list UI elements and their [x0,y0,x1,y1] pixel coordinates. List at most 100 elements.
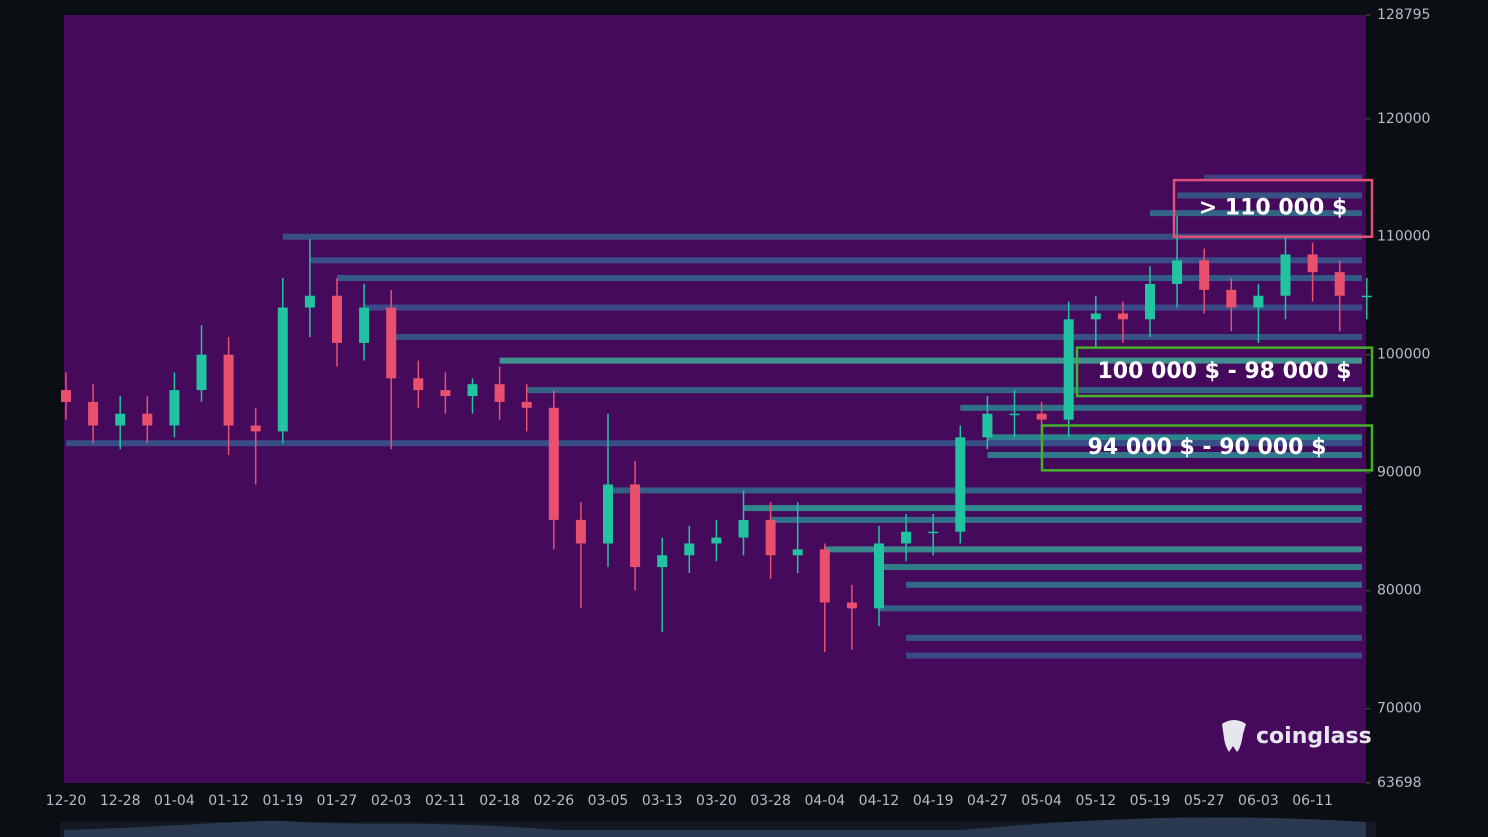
candle-body [819,549,830,603]
annotation-box [1040,424,1374,472]
candle-body [386,307,397,379]
candle-body [277,307,288,432]
liquidation-level [66,440,1362,447]
liquidation-level [770,516,1362,523]
liquidation-level [608,487,1362,494]
liquidation-level [337,275,1362,282]
liquidation-level [309,257,1362,264]
candle-body [494,384,505,402]
x-tick-label: 03-13 [642,793,683,809]
liquidation-level [1204,174,1362,181]
x-tick-label: 02-11 [425,793,466,809]
x-tick-label: 03-05 [588,793,629,809]
candle-body [1036,413,1047,420]
candle-body [1063,319,1074,420]
x-tick-label: 12-20 [46,793,87,809]
liquidation-level [879,564,1362,571]
y-tick-label: 90000 [1377,465,1422,481]
candle-body [901,531,912,544]
candle-body [575,519,586,544]
candle-body [521,401,532,408]
candle-body [630,484,641,568]
liquidation-level [743,505,1362,512]
x-tick-label: 03-28 [750,793,791,809]
candle-body [657,555,668,568]
y-tick-label: 110000 [1377,229,1430,245]
candle-body [1307,254,1318,273]
candle-body [413,378,424,391]
x-tick-label: 01-19 [262,793,303,809]
x-tick-label: 06-03 [1238,793,1279,809]
candle-body [169,390,180,426]
y-tick-label: 100000 [1377,347,1430,363]
liquidation-level [879,605,1362,612]
liquidation-level [960,404,1362,411]
candle-body [711,537,722,544]
candle-body [1117,313,1128,320]
candle-body [955,437,966,532]
candle-body [1280,254,1291,296]
candle-body [603,484,613,544]
candle-body [1226,289,1237,308]
liquidation-level [906,581,1362,588]
liquidation-level [391,334,1362,341]
x-tick-label: 03-20 [696,793,737,809]
navigator-area [64,817,1366,837]
watermark: coinglass [1256,724,1372,749]
x-tick-label: 01-27 [317,793,358,809]
candle-body [765,519,776,556]
liquidation-level [906,652,1362,659]
x-tick-label: 05-27 [1184,793,1225,809]
candle-body [332,295,342,343]
candle-body [792,549,803,556]
candle-body [142,413,153,426]
x-tick-label: 05-04 [1021,793,1062,809]
x-tick-label: 01-12 [208,793,249,809]
x-tick-label: 01-04 [154,793,195,809]
candle-body [88,401,99,426]
candle-body [548,407,559,520]
x-tick-label: 04-04 [804,793,845,809]
candle-body [1199,260,1210,290]
y-tick-label: 120000 [1377,111,1430,127]
x-tick-label: 05-19 [1130,793,1171,809]
y-tick-label: 128795 [1377,7,1430,23]
candle-body [304,295,315,308]
candle-body [359,307,370,343]
x-tick-label: 05-12 [1075,793,1116,809]
liquidation-level [499,357,1363,364]
x-tick-label: 02-03 [371,793,412,809]
annotation-box [1172,178,1374,238]
annotation-box [1075,346,1374,398]
liquidation-level [1150,210,1362,217]
candle-body [928,531,939,534]
candle-body [223,354,234,426]
candle-body [1172,260,1183,284]
candle-body [1334,272,1345,296]
x-tick-label: 02-18 [479,793,520,809]
liquidation-level [906,634,1362,641]
x-tick-label: 06-11 [1292,793,1333,809]
plot-area [64,15,1366,783]
candle-body [684,543,695,556]
candle-body [196,354,207,391]
y-tick-label: 63698 [1377,775,1422,791]
x-tick-label: 02-26 [533,793,574,809]
candle-body [874,543,884,609]
candle-body [846,602,857,609]
candle-body [1361,295,1372,298]
x-tick-label: 04-27 [967,793,1008,809]
candle-body [1253,295,1264,308]
candle-body [61,390,71,402]
candle-body [467,384,478,397]
liquidation-level [824,546,1362,553]
candle-body [250,425,261,432]
liquidation-level [364,304,1363,311]
x-tick-label: 04-19 [913,793,954,809]
annotation-label: 100 000 $ - 98 000 $ [1097,359,1351,384]
candle-body [982,413,993,438]
candle-body [1145,283,1155,320]
candle-body [1009,413,1020,416]
